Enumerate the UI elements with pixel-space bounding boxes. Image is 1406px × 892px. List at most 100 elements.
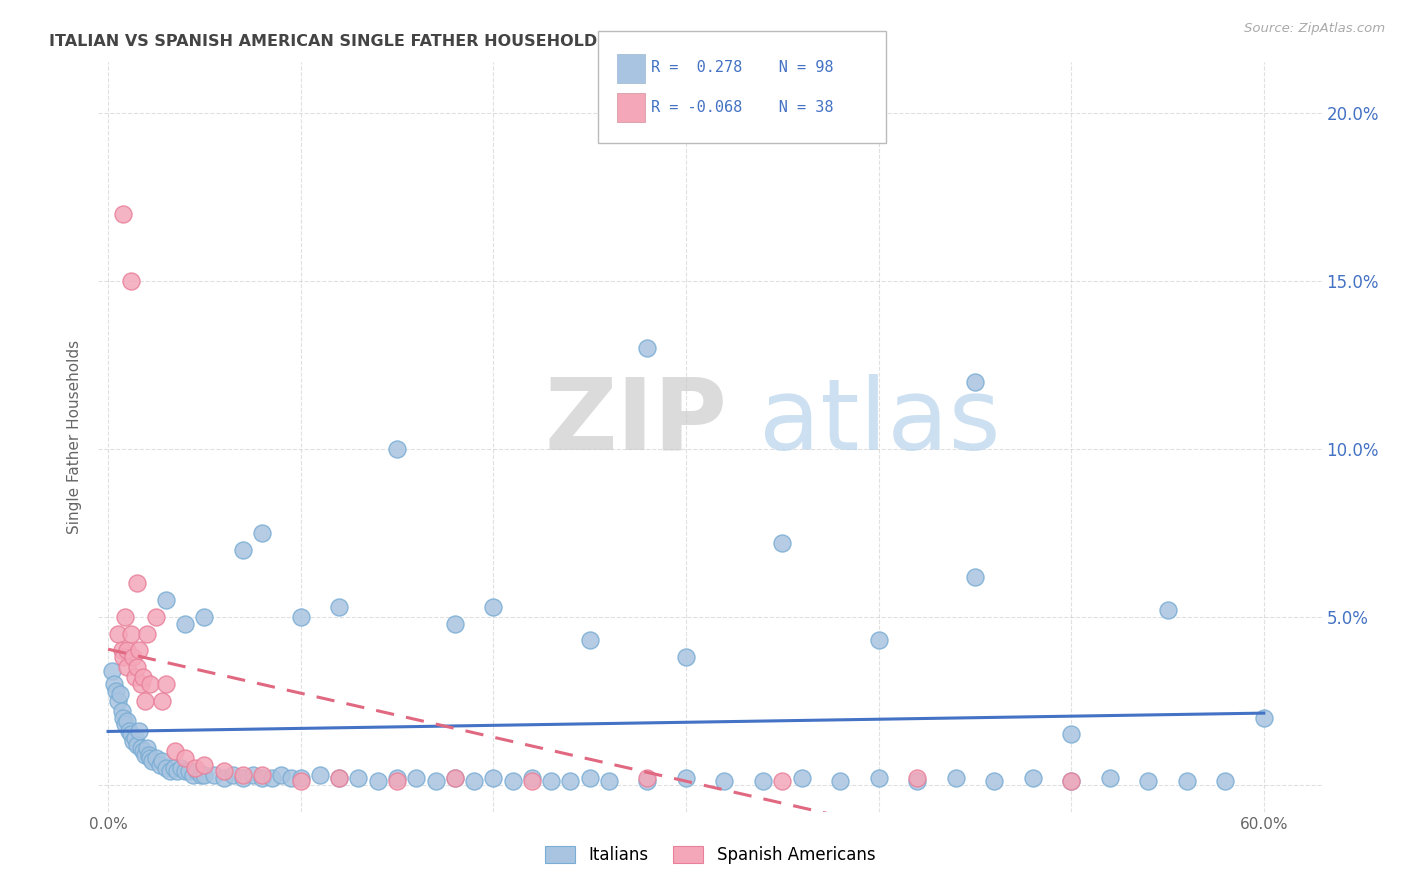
Point [290, 610, 312, 624]
Point [232, 542, 254, 557]
Point [520, 771, 543, 785]
Point [174, 764, 197, 779]
Legend: Italians, Spanish Americans: Italians, Spanish Americans [538, 839, 882, 871]
Point [636, 341, 658, 355]
Point [212, 764, 235, 779]
Point [1213, 774, 1236, 789]
Point [463, 774, 485, 789]
Point [124, 731, 146, 745]
Point [232, 771, 254, 785]
Point [347, 771, 370, 785]
Point [112, 711, 135, 725]
Point [122, 650, 145, 665]
Point [114, 717, 136, 731]
Point [112, 650, 135, 665]
Point [155, 761, 177, 775]
Point [502, 774, 524, 789]
Point [1137, 774, 1160, 789]
Point [636, 771, 658, 785]
Point [107, 626, 129, 640]
Point [129, 677, 152, 691]
Point [193, 768, 215, 782]
Point [290, 774, 312, 789]
Point [482, 599, 505, 614]
Point [134, 694, 156, 708]
Point [145, 751, 167, 765]
Y-axis label: Single Father Households: Single Father Households [67, 340, 83, 534]
Text: Source: ZipAtlas.com: Source: ZipAtlas.com [1244, 22, 1385, 36]
Point [1175, 774, 1198, 789]
Point [190, 768, 212, 782]
Point [114, 610, 136, 624]
Point [110, 643, 132, 657]
Point [103, 677, 125, 691]
Point [1253, 711, 1275, 725]
Point [212, 771, 235, 785]
Point [107, 694, 129, 708]
Point [1021, 771, 1043, 785]
Point [770, 536, 793, 550]
Point [443, 616, 465, 631]
Point [232, 768, 254, 782]
Point [193, 610, 215, 624]
Point [139, 677, 162, 691]
Point [242, 768, 264, 782]
Point [170, 761, 193, 775]
Point [135, 626, 157, 640]
Point [1060, 774, 1083, 789]
Point [520, 774, 543, 789]
Point [193, 757, 215, 772]
Point [280, 771, 302, 785]
Point [174, 751, 197, 765]
Point [752, 774, 775, 789]
Point [828, 774, 851, 789]
Point [165, 744, 187, 758]
Point [945, 771, 967, 785]
Point [367, 774, 389, 789]
Point [155, 593, 177, 607]
Point [125, 576, 148, 591]
Point [1098, 771, 1121, 785]
Point [770, 774, 793, 789]
Point [128, 643, 150, 657]
Point [270, 768, 292, 782]
Point [120, 274, 142, 288]
Point [101, 664, 124, 678]
Point [328, 771, 350, 785]
Point [159, 764, 181, 779]
Point [117, 714, 139, 728]
Point [905, 774, 928, 789]
Point [122, 734, 145, 748]
Point [290, 771, 312, 785]
Point [132, 670, 155, 684]
Point [150, 754, 173, 768]
Point [125, 660, 148, 674]
Point [166, 764, 188, 779]
Point [385, 442, 408, 456]
Text: R = -0.068    N = 38: R = -0.068 N = 38 [651, 100, 834, 114]
Point [675, 650, 697, 665]
Point [790, 771, 813, 785]
Point [868, 633, 890, 648]
Point [405, 771, 427, 785]
Text: ZIP: ZIP [546, 374, 728, 471]
Point [117, 643, 139, 657]
Point [443, 771, 465, 785]
Point [309, 768, 332, 782]
Point [118, 724, 141, 739]
Point [963, 375, 986, 389]
Point [868, 771, 890, 785]
Point [138, 747, 160, 762]
Point [636, 774, 658, 789]
Text: ITALIAN VS SPANISH AMERICAN SINGLE FATHER HOUSEHOLDS CORRELATION CHART: ITALIAN VS SPANISH AMERICAN SINGLE FATHE… [49, 34, 807, 49]
Point [124, 670, 146, 684]
Point [135, 740, 157, 755]
Point [425, 774, 447, 789]
Point [250, 768, 273, 782]
Point [328, 599, 350, 614]
Point [125, 738, 148, 752]
Point [177, 764, 200, 779]
Point [443, 771, 465, 785]
Point [139, 751, 162, 765]
Point [260, 771, 283, 785]
